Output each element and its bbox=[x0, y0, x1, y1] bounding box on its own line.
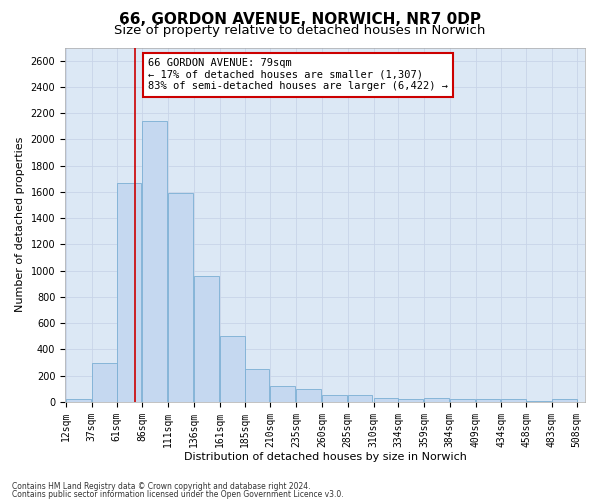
Bar bbox=[220, 336, 245, 402]
Text: 66, GORDON AVENUE, NORWICH, NR7 0DP: 66, GORDON AVENUE, NORWICH, NR7 0DP bbox=[119, 12, 481, 28]
Bar bbox=[552, 398, 577, 402]
X-axis label: Distribution of detached houses by size in Norwich: Distribution of detached houses by size … bbox=[184, 452, 466, 462]
Bar bbox=[424, 398, 449, 402]
Bar bbox=[194, 276, 219, 402]
Y-axis label: Number of detached properties: Number of detached properties bbox=[15, 137, 25, 312]
Bar bbox=[450, 400, 475, 402]
Bar bbox=[116, 182, 142, 402]
Text: Contains HM Land Registry data © Crown copyright and database right 2024.: Contains HM Land Registry data © Crown c… bbox=[12, 482, 311, 491]
Bar bbox=[92, 362, 116, 402]
Bar bbox=[245, 369, 269, 402]
Bar bbox=[502, 400, 526, 402]
Bar bbox=[374, 398, 398, 402]
Bar bbox=[322, 396, 347, 402]
Text: Size of property relative to detached houses in Norwich: Size of property relative to detached ho… bbox=[115, 24, 485, 37]
Text: Contains public sector information licensed under the Open Government Licence v3: Contains public sector information licen… bbox=[12, 490, 344, 499]
Bar bbox=[296, 389, 321, 402]
Bar bbox=[348, 396, 373, 402]
Bar bbox=[66, 398, 91, 402]
Text: 66 GORDON AVENUE: 79sqm
← 17% of detached houses are smaller (1,307)
83% of semi: 66 GORDON AVENUE: 79sqm ← 17% of detache… bbox=[148, 58, 448, 92]
Bar bbox=[168, 193, 193, 402]
Bar bbox=[398, 400, 423, 402]
Bar bbox=[271, 386, 295, 402]
Bar bbox=[142, 121, 167, 402]
Bar bbox=[476, 400, 500, 402]
